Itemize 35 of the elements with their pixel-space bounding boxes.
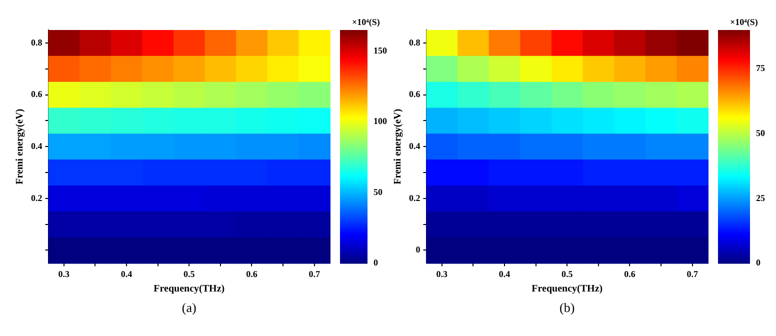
y-tick-label: 0.2 — [409, 192, 421, 203]
x-tick-label: 0.6 — [246, 268, 258, 279]
color-bar-label: 0 — [374, 258, 378, 268]
text: (a) — [180, 300, 198, 316]
x-tick-label: 0.5 — [562, 268, 574, 279]
y-tick-label: 0.6 — [31, 89, 43, 100]
x-tick-label: 0.7 — [308, 268, 320, 279]
color-bar-label: 75 — [756, 63, 766, 74]
color-bar-title: ×10⁴(S) — [730, 17, 758, 27]
x-tick-label: 0.3 — [58, 268, 70, 279]
y-axis-title: Fremi energy(eV) — [392, 108, 404, 184]
color-bar-label: 50 — [374, 186, 383, 197]
text: (b) — [558, 300, 576, 316]
x-tick-label: 0.5 — [184, 268, 196, 279]
x-axis-title: Frequency(THz) — [154, 284, 225, 295]
y-tick-label: 0.8 — [409, 37, 421, 48]
color-bar-label: 0 — [756, 258, 761, 268]
color-bar-label: 100 — [374, 116, 388, 126]
x-tick-label: 0.7 — [686, 268, 698, 279]
y-tick-label: 0.4 — [31, 140, 43, 151]
y-axis-title: Fremi energy(eV) — [14, 108, 26, 184]
color-bar-label: 25 — [756, 192, 766, 203]
x-axis-title: Frequency(THz) — [532, 284, 603, 295]
x-tick-label: 0.3 — [436, 268, 448, 279]
y-tick-label: 0.6 — [409, 89, 421, 100]
y-tick-label: 0.8 — [31, 37, 43, 48]
y-tick-label: 0.4 — [409, 140, 421, 151]
x-tick-label: 0.4 — [498, 268, 511, 279]
y-tick-label: 0 — [416, 244, 421, 255]
x-tick-label: 0.6 — [624, 268, 636, 279]
color-bar-label: 50 — [756, 128, 766, 138]
color-bar-title: ×10⁴(S) — [352, 17, 380, 27]
y-tick-label: 0.2 — [31, 192, 43, 203]
x-tick-label: 0.4 — [120, 268, 133, 279]
color-bar-label: 150 — [374, 46, 388, 56]
